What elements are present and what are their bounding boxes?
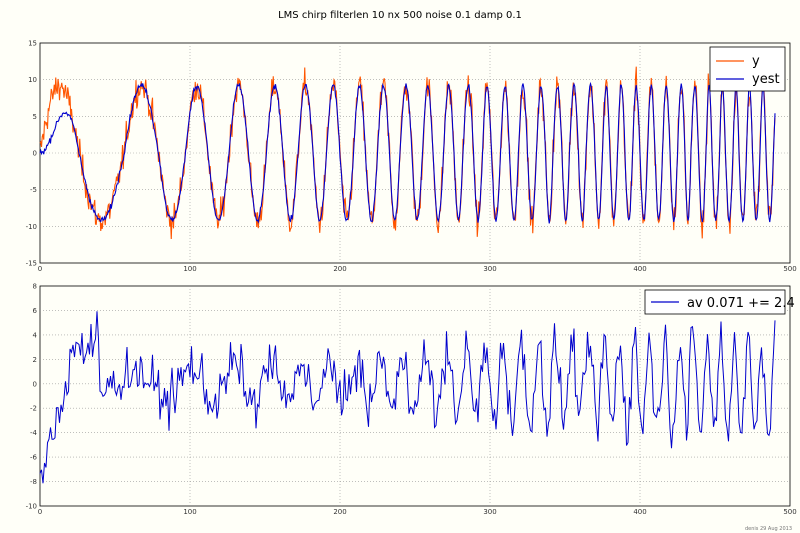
y-tick-label: -2	[30, 405, 37, 413]
bottom-legend: av 0.071 += 2.4	[644, 289, 795, 315]
legend-label-error: av 0.071 += 2.4	[687, 296, 795, 311]
y-tick-label: 0	[33, 380, 37, 388]
credit-note: denis 29 Aug 2013	[745, 526, 792, 532]
bottom-plot-frame	[39, 285, 791, 507]
top-legend-box	[709, 46, 786, 92]
y-tick-label: 2	[33, 356, 37, 364]
bottom-tick-labels: 0 100 200 300 400 500 -10 -8 -6 -4 -2 0 2 4 6 8	[26, 283, 797, 517]
top-grid	[40, 43, 790, 263]
legend-label-yest: yest	[752, 72, 780, 87]
x-tick-label: 500	[783, 265, 796, 273]
y-tick-label: 0	[33, 150, 37, 158]
series-line-error	[39, 311, 776, 484]
x-tick-label: 400	[633, 508, 646, 516]
x-tick-label: 0	[38, 265, 42, 273]
y-tick-label: -15	[26, 260, 37, 268]
y-tick-label: -5	[30, 186, 37, 194]
top-series	[39, 66, 776, 240]
x-tick-label: 100	[183, 508, 196, 516]
y-tick-label: 8	[33, 283, 37, 291]
x-tick-label: 100	[183, 265, 196, 273]
series-line-yest	[39, 81, 776, 224]
top-legend: y yest	[709, 46, 786, 92]
y-tick-label: -10	[26, 503, 37, 511]
y-tick-label: -6	[30, 454, 38, 462]
y-tick-label: 5	[33, 113, 37, 121]
y-tick-label: 6	[33, 307, 38, 315]
bottom-axes: 0 100 200 300 400 500 -10 -8 -6 -4 -2 0 2 4 6 8 av 0.07…	[26, 283, 797, 517]
x-tick-label: 400	[633, 265, 646, 273]
x-tick-label: 200	[333, 265, 346, 273]
bottom-series	[39, 311, 776, 484]
top-axes: 0 100 200 300 400 500 -15 -10 -5 0 5 10 15 y yest	[26, 40, 797, 274]
top-tick-labels: 0 100 200 300 400 500 -15 -10 -5 0 5 10 15	[26, 40, 797, 274]
y-tick-label: -4	[30, 429, 38, 437]
y-tick-label: 15	[28, 40, 37, 48]
y-tick-label: 4	[33, 331, 38, 339]
x-tick-label: 500	[783, 508, 796, 516]
x-tick-label: 300	[483, 265, 496, 273]
y-tick-label: 10	[28, 76, 37, 84]
x-tick-label: 0	[38, 508, 42, 516]
figure-title: LMS chirp filterlen 10 nx 500 noise 0.1 …	[278, 10, 522, 21]
x-tick-label: 300	[483, 508, 496, 516]
x-tick-label: 200	[333, 508, 346, 516]
y-tick-label: -10	[26, 223, 37, 231]
y-tick-label: -8	[30, 478, 37, 486]
legend-label-y: y	[752, 54, 760, 69]
